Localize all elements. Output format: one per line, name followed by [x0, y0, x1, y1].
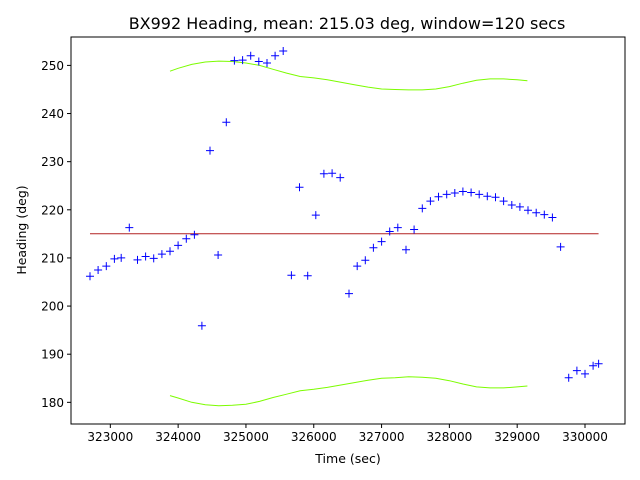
- data-point: [589, 361, 598, 370]
- data-point: [303, 271, 312, 280]
- data-point: [222, 118, 231, 127]
- data-point: [271, 51, 280, 60]
- data-point: [197, 321, 206, 330]
- data-point: [426, 197, 435, 206]
- x-tick-label: 323000: [87, 430, 133, 444]
- x-axis-label: Time (sec): [314, 451, 380, 466]
- data-point: [475, 190, 484, 199]
- data-point: [182, 234, 191, 243]
- data-point: [402, 245, 410, 254]
- data-point: [125, 223, 134, 232]
- data-point: [133, 255, 142, 264]
- data-point: [238, 56, 247, 65]
- x-tick-label: 329000: [494, 430, 540, 444]
- data-point: [467, 188, 476, 197]
- data-point: [458, 187, 467, 196]
- data-point: [483, 192, 492, 201]
- data-point: [572, 366, 581, 375]
- data-point: [295, 183, 304, 192]
- data-point: [157, 250, 166, 259]
- data-point: [369, 243, 378, 252]
- data-point: [86, 272, 94, 281]
- data-point: [110, 254, 119, 263]
- chart-title: BX992 Heading, mean: 215.03 deg, window=…: [129, 14, 566, 33]
- upper-band-line: [169, 60, 528, 91]
- data-point: [287, 271, 296, 280]
- data-point: [206, 146, 214, 155]
- data-point: [166, 247, 174, 256]
- data-point: [581, 369, 589, 378]
- y-tick-label: 200: [41, 300, 64, 314]
- data-point: [328, 169, 337, 178]
- lower-band: [169, 376, 528, 407]
- data-point: [556, 242, 565, 251]
- data-point: [594, 359, 603, 368]
- data-point: [319, 169, 328, 178]
- data-point: [345, 289, 353, 298]
- data-point: [263, 59, 271, 67]
- data-point: [279, 47, 288, 55]
- data-point: [540, 210, 549, 219]
- x-tick-label: 324000: [155, 430, 201, 444]
- data-point: [377, 237, 386, 246]
- data-point: [141, 252, 150, 261]
- data-point: [311, 211, 320, 220]
- x-tick-label: 330000: [562, 430, 608, 444]
- data-point: [393, 223, 402, 232]
- data-points: [86, 47, 603, 382]
- data-point: [450, 189, 459, 197]
- y-tick-label: 210: [41, 251, 64, 265]
- data-point: [548, 213, 557, 222]
- y-tick-label: 190: [41, 348, 64, 362]
- data-point: [246, 51, 255, 60]
- y-axis-label: Heading (deg): [14, 185, 29, 274]
- data-point: [410, 225, 419, 234]
- data-point: [532, 208, 541, 217]
- y-axis-ticks: 180 190 200 210 220 230 240 250: [41, 59, 71, 410]
- x-tick-label: 327000: [359, 430, 405, 444]
- data-point: [117, 253, 126, 262]
- data-point: [102, 262, 111, 271]
- data-point: [254, 57, 263, 66]
- data-point: [515, 202, 524, 211]
- data-point: [385, 227, 394, 236]
- data-point: [499, 197, 508, 206]
- lower-band-line: [169, 376, 528, 407]
- y-tick-label: 240: [41, 107, 64, 121]
- data-point: [524, 206, 532, 215]
- data-point: [94, 266, 103, 274]
- data-point: [434, 192, 443, 201]
- data-point: [149, 254, 158, 263]
- upper-band: [169, 60, 528, 91]
- x-tick-label: 328000: [426, 430, 472, 444]
- data-point: [361, 256, 370, 265]
- plot-frame: [70, 36, 626, 425]
- y-tick-label: 230: [41, 155, 64, 169]
- data-point: [507, 201, 516, 209]
- data-point: [336, 173, 345, 182]
- data-point: [174, 241, 183, 250]
- data-point: [353, 262, 362, 271]
- y-tick-label: 220: [41, 203, 64, 217]
- x-tick-label: 325000: [223, 430, 269, 444]
- data-point: [214, 251, 223, 259]
- x-tick-label: 326000: [291, 430, 337, 444]
- data-point: [418, 204, 427, 213]
- y-tick-label: 180: [41, 396, 64, 410]
- data-point: [230, 56, 239, 65]
- y-tick-label: 250: [41, 59, 64, 73]
- data-point: [564, 373, 573, 382]
- x-axis-ticks: 323000 324000 325000 326000 327000 328000 3290…: [87, 424, 608, 444]
- data-point: [190, 230, 199, 239]
- data-point: [491, 193, 500, 202]
- data-point: [442, 190, 451, 199]
